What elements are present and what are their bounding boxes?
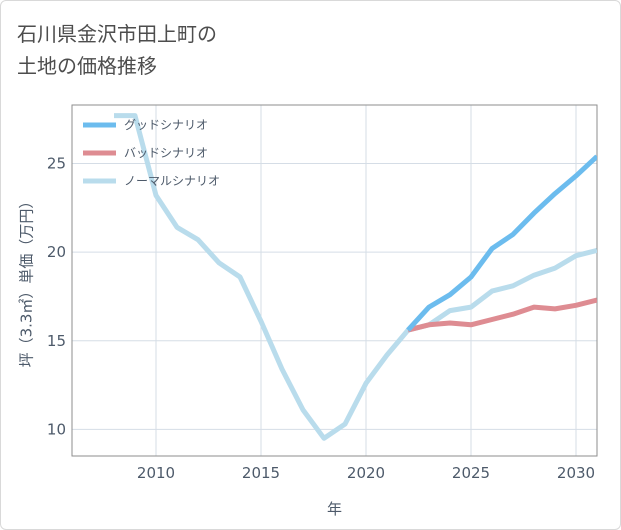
legend-label: グッドシナリオ xyxy=(124,118,208,132)
y-tick-label: 10 xyxy=(47,420,66,438)
plot-border xyxy=(71,104,598,457)
series-lines xyxy=(114,113,597,441)
y-tick-labels: 10 15 20 25 xyxy=(47,155,66,439)
y-tick-label: 25 xyxy=(47,155,66,173)
series-line-2 xyxy=(407,297,597,333)
legend-label: バッドシナリオ xyxy=(124,146,208,160)
grid-lines xyxy=(72,105,597,456)
x-tick-label: 2020 xyxy=(347,464,385,482)
y-tick-label: 15 xyxy=(47,332,66,350)
series-line-1 xyxy=(406,154,597,332)
title-line-2: 土地の価格推移 xyxy=(17,54,157,78)
x-axis-title: 年 xyxy=(327,500,342,518)
title-line-1: 石川県金沢市田上町の xyxy=(17,22,217,46)
x-tick-label: 2030 xyxy=(557,464,595,482)
chart-title: 石川県金沢市田上町の 土地の価格推移 xyxy=(17,18,217,82)
legend-label: ノーマルシナリオ xyxy=(124,174,220,188)
x-tick-labels: 2010 2015 2020 2025 2030 xyxy=(137,464,595,482)
x-tick-label: 2025 xyxy=(452,464,490,482)
y-tick-label: 20 xyxy=(47,243,66,261)
x-tick-label: 2010 xyxy=(137,464,175,482)
series-line-3 xyxy=(114,113,597,441)
x-tick-label: 2015 xyxy=(242,464,280,482)
y-axis-title: 坪（3.3㎡）単価（万円） xyxy=(18,194,36,368)
